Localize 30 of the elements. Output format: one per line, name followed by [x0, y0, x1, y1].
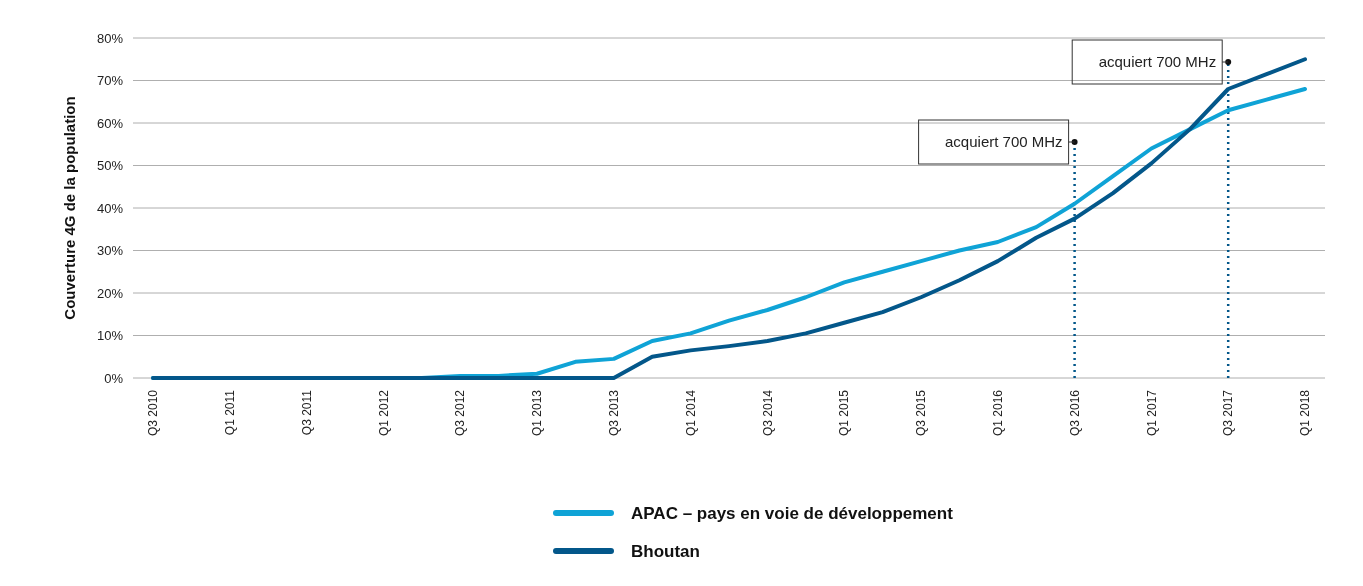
x-tick-label: Q1 2017: [1144, 389, 1159, 437]
ref-line-label: acquiert 700 MHz: [945, 133, 1063, 151]
x-tick-label: Q1 2018: [1298, 389, 1313, 437]
y-tick-label: 0%: [104, 370, 124, 386]
y-tick-label: 70%: [96, 73, 124, 89]
x-tick-label: Q1 2015: [837, 389, 852, 437]
x-tick-label: Q3 2013: [607, 389, 621, 437]
x-tick-label: Q1 2011: [223, 389, 237, 436]
y-tick-label: 40%: [96, 200, 124, 216]
y-tick-label: 20%: [96, 285, 124, 301]
x-tick-label: Q3 2014: [760, 389, 775, 437]
y-axis-title: Couverture 4G de la population: [61, 96, 78, 320]
x-tick-label: Q3 2016: [1067, 389, 1082, 437]
ref-line-label: acquiert 700 MHz: [1098, 53, 1217, 71]
y-tick-label: 50%: [96, 158, 124, 174]
x-tick-label: Q1 2016: [991, 389, 1005, 437]
x-tick-label: Q1 2014: [683, 389, 698, 437]
x-tick-label: Q3 2012: [453, 389, 468, 437]
x-tick-label: Q3 2010: [146, 389, 161, 437]
y-tick-label: 60%: [96, 115, 124, 131]
legend-label: APAC – pays en voie de développement: [631, 503, 954, 523]
y-tick-label: 80%: [96, 30, 124, 46]
x-tick-label: Q3 2017: [1221, 389, 1236, 437]
x-tick-label: Q3 2011: [299, 389, 314, 436]
y-tick-label: 30%: [96, 243, 124, 259]
legend-label: Bhoutan: [631, 541, 700, 561]
x-tick-label: Q1 2012: [376, 389, 391, 437]
x-tick-label: Q1 2013: [530, 389, 545, 437]
x-tick-label: Q3 2015: [914, 389, 929, 437]
y-tick-label: 10%: [96, 328, 124, 344]
